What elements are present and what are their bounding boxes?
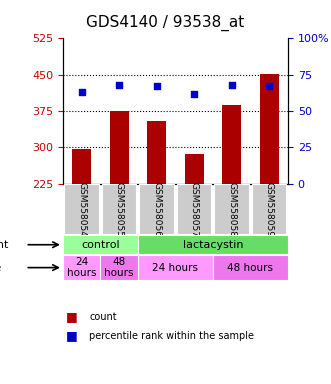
Point	[266, 83, 272, 89]
Point	[154, 83, 159, 89]
Bar	[222, 105, 241, 184]
Bar	[260, 74, 279, 184]
FancyBboxPatch shape	[100, 255, 138, 280]
Bar	[110, 111, 128, 184]
Text: 24
hours: 24 hours	[67, 257, 96, 278]
Text: GSM558058: GSM558058	[227, 182, 236, 237]
Text: ■: ■	[66, 329, 78, 343]
Text: 48
hours: 48 hours	[104, 257, 134, 278]
FancyBboxPatch shape	[139, 184, 174, 234]
FancyBboxPatch shape	[102, 184, 136, 234]
Text: agent: agent	[0, 240, 9, 250]
Text: GDS4140 / 93538_at: GDS4140 / 93538_at	[86, 15, 245, 31]
Text: 48 hours: 48 hours	[227, 263, 273, 273]
Text: GSM558059: GSM558059	[265, 182, 274, 237]
Text: GSM558054: GSM558054	[77, 182, 86, 237]
Text: GSM558057: GSM558057	[190, 182, 199, 237]
Text: time: time	[0, 263, 2, 273]
Text: lactacystin: lactacystin	[183, 240, 243, 250]
Bar	[147, 121, 166, 184]
Point	[117, 82, 122, 88]
FancyBboxPatch shape	[65, 184, 99, 234]
Point	[79, 89, 84, 95]
Text: 24 hours: 24 hours	[153, 263, 198, 273]
FancyBboxPatch shape	[138, 255, 213, 280]
FancyBboxPatch shape	[213, 255, 288, 280]
Text: GSM558056: GSM558056	[152, 182, 161, 237]
FancyBboxPatch shape	[177, 184, 212, 234]
Text: percentile rank within the sample: percentile rank within the sample	[89, 331, 254, 341]
Text: GSM558055: GSM558055	[115, 182, 124, 237]
Text: count: count	[89, 312, 117, 322]
FancyBboxPatch shape	[63, 235, 138, 255]
FancyBboxPatch shape	[252, 184, 286, 234]
Bar	[72, 149, 91, 184]
Text: ■: ■	[66, 310, 78, 323]
Point	[229, 82, 234, 88]
FancyBboxPatch shape	[214, 184, 249, 234]
Point	[192, 91, 197, 97]
FancyBboxPatch shape	[63, 255, 100, 280]
FancyBboxPatch shape	[138, 235, 288, 255]
Bar	[185, 154, 204, 184]
Text: control: control	[81, 240, 120, 250]
